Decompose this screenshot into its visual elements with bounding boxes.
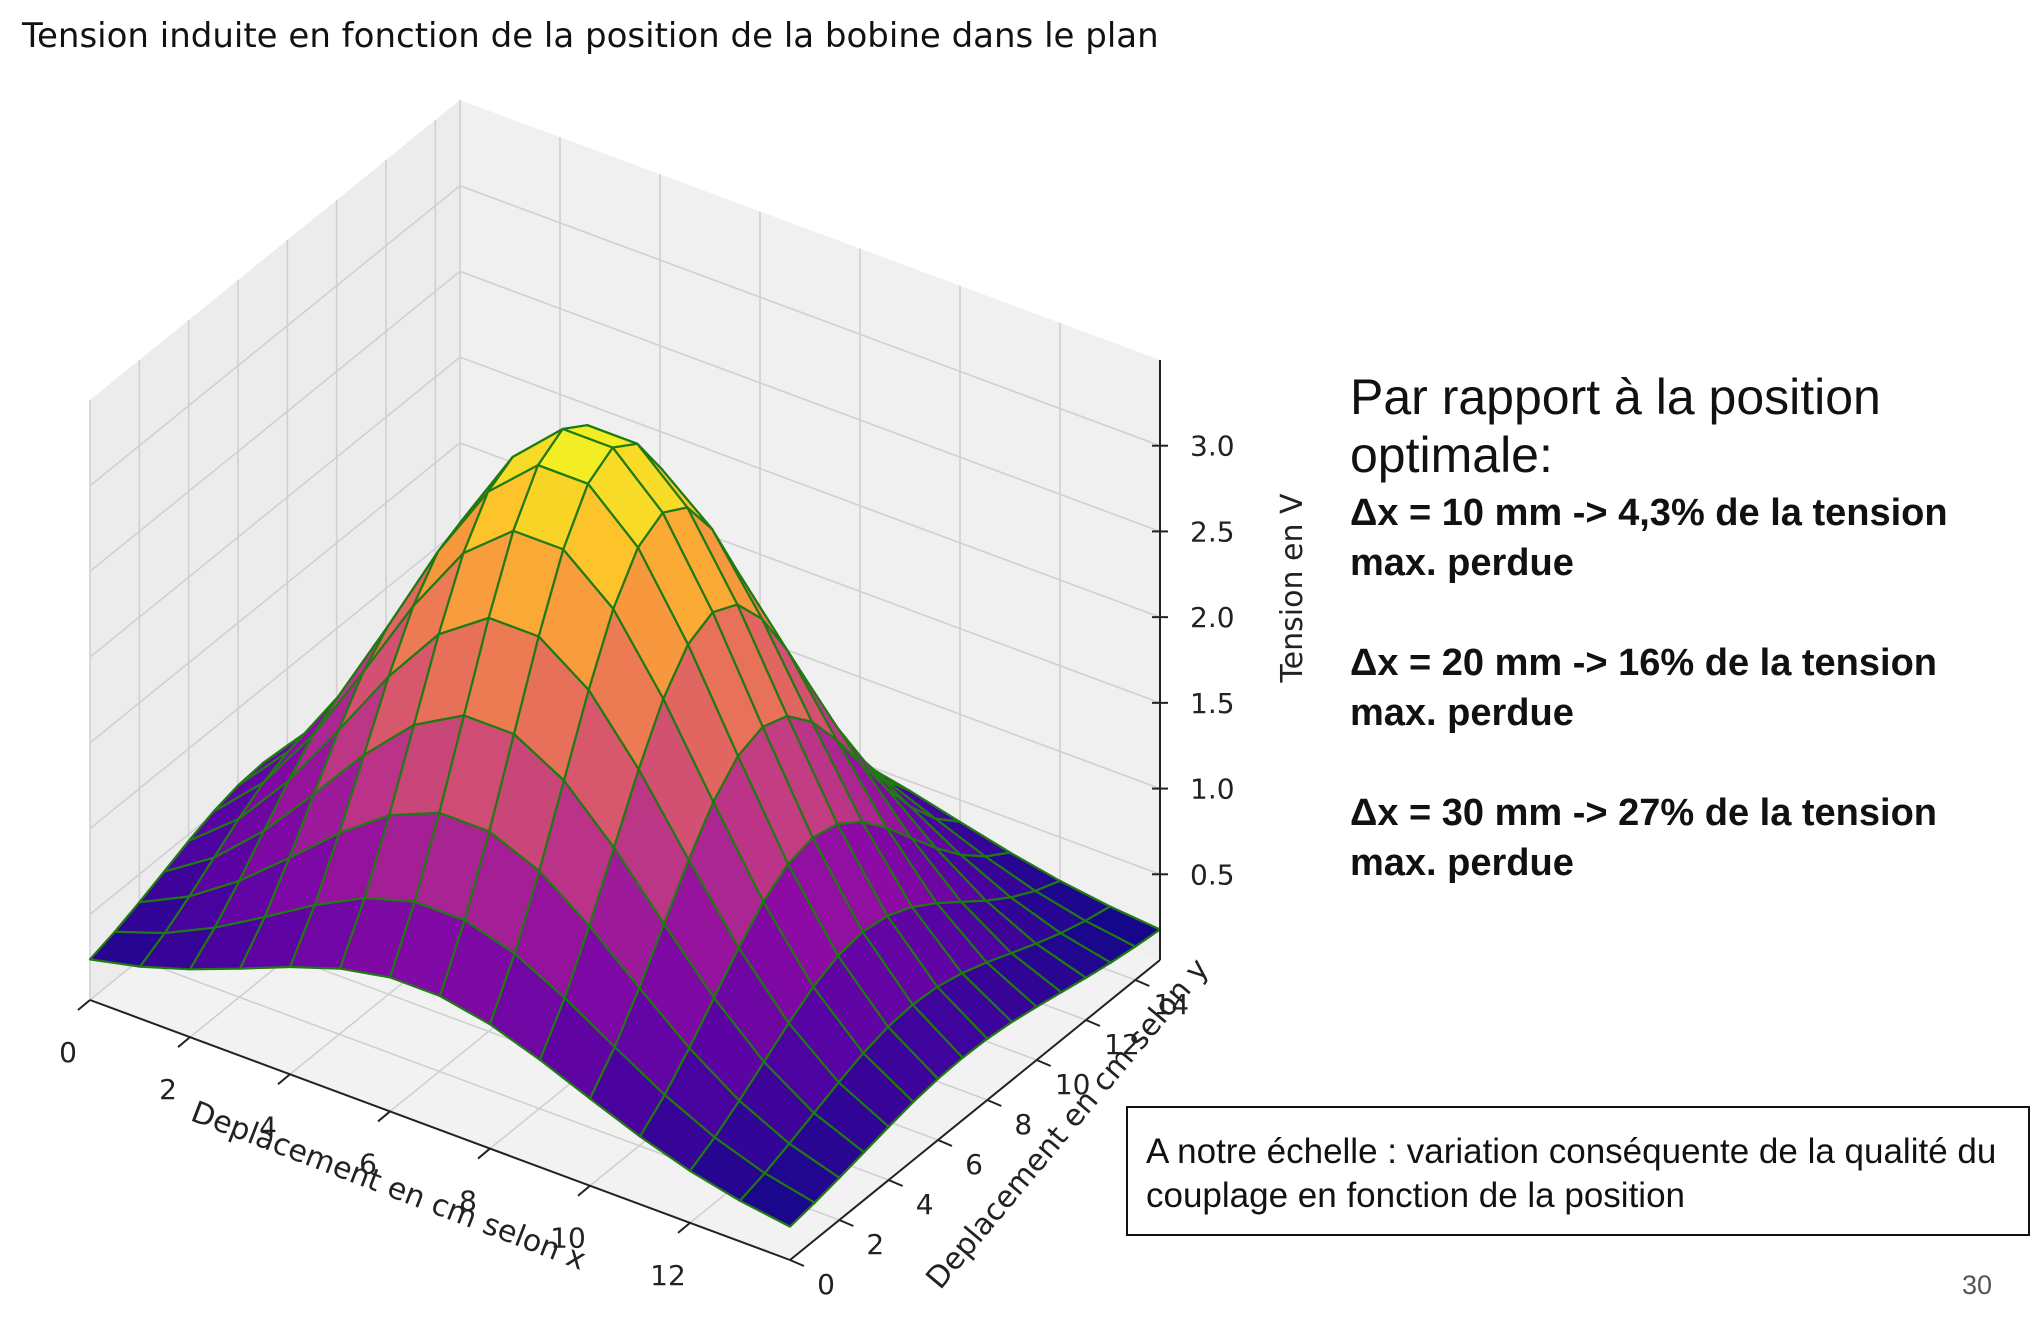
z-tick-label: 0.5 bbox=[1190, 858, 1235, 891]
grid-line bbox=[459, 356, 1161, 618]
y-tick bbox=[888, 1179, 904, 1187]
surface-mesh bbox=[88, 424, 1162, 1228]
y-tick bbox=[986, 1099, 1002, 1107]
x-tick bbox=[677, 1222, 691, 1234]
x-tick-label: 2 bbox=[159, 1073, 177, 1106]
x-tick bbox=[377, 1110, 391, 1123]
x-tick-label: 10 bbox=[550, 1222, 586, 1255]
note-box: A notre échelle : variation conséquente … bbox=[1126, 1106, 2030, 1236]
y-tick-label: 14 bbox=[1154, 988, 1190, 1021]
z-tick-label: 2.0 bbox=[1190, 601, 1235, 634]
y-tick bbox=[789, 1259, 805, 1267]
x-axis-line bbox=[89, 999, 791, 1261]
grid-line bbox=[459, 270, 1161, 533]
chart-title: Tension induite en fonction de la positi… bbox=[22, 16, 1159, 56]
grid-line bbox=[89, 270, 461, 573]
y-tick bbox=[937, 1139, 953, 1147]
y-tick-label: 10 bbox=[1055, 1068, 1091, 1101]
x-tick-label: 0 bbox=[59, 1036, 77, 1069]
z-tick-label: 3.0 bbox=[1190, 430, 1235, 463]
x-tick-label: 6 bbox=[359, 1147, 377, 1180]
x-tick bbox=[577, 1184, 591, 1197]
y-axis-line bbox=[789, 959, 1161, 1261]
grid-line bbox=[89, 185, 461, 487]
axis-lines bbox=[77, 360, 1168, 1267]
x-tick-label: 8 bbox=[459, 1185, 477, 1218]
grid-line bbox=[89, 527, 461, 830]
x-tick bbox=[177, 1036, 191, 1048]
y-tick-label: 8 bbox=[1014, 1108, 1032, 1141]
y-tick bbox=[1134, 979, 1150, 987]
z-tick-label: 1.0 bbox=[1190, 773, 1235, 806]
grid-line bbox=[89, 356, 461, 658]
y-tick bbox=[1085, 1019, 1101, 1027]
z-axis-label: Tension en V bbox=[1275, 493, 1310, 684]
y-tick-label: 2 bbox=[866, 1228, 884, 1261]
loss-item-30mm: Δx = 30 mm -> 27% de la tension max. per… bbox=[1350, 792, 1937, 884]
x-tick bbox=[77, 999, 91, 1011]
conclusion-heading: Par rapport à la position optimale: bbox=[1350, 369, 1881, 483]
loss-item-10mm: Δx = 10 mm -> 4,3% de la tension max. pe… bbox=[1350, 492, 1948, 584]
y-tick bbox=[838, 1219, 854, 1227]
x-tick bbox=[477, 1147, 491, 1160]
x-tick-label: 12 bbox=[650, 1259, 686, 1292]
loss-item-20mm: Δx = 20 mm -> 16% de la tension max. per… bbox=[1350, 642, 1937, 734]
x-tick bbox=[277, 1073, 291, 1086]
y-tick-label: 6 bbox=[965, 1148, 983, 1181]
y-tick-label: 4 bbox=[916, 1188, 934, 1221]
grid-line bbox=[459, 184, 1161, 447]
grid-line bbox=[89, 442, 461, 744]
y-tick bbox=[1036, 1059, 1052, 1067]
y-tick-label: 12 bbox=[1104, 1028, 1140, 1061]
x-tick-label: 4 bbox=[259, 1110, 277, 1143]
z-tick-label: 1.5 bbox=[1190, 687, 1235, 720]
surface-patch bbox=[738, 1172, 816, 1228]
page-number: 30 bbox=[1962, 1270, 1993, 1300]
z-tick-label: 2.5 bbox=[1190, 515, 1235, 548]
conclusion-panel: Par rapport à la position optimale: Δx =… bbox=[1350, 368, 1990, 938]
y-tick-label: 0 bbox=[817, 1268, 835, 1301]
